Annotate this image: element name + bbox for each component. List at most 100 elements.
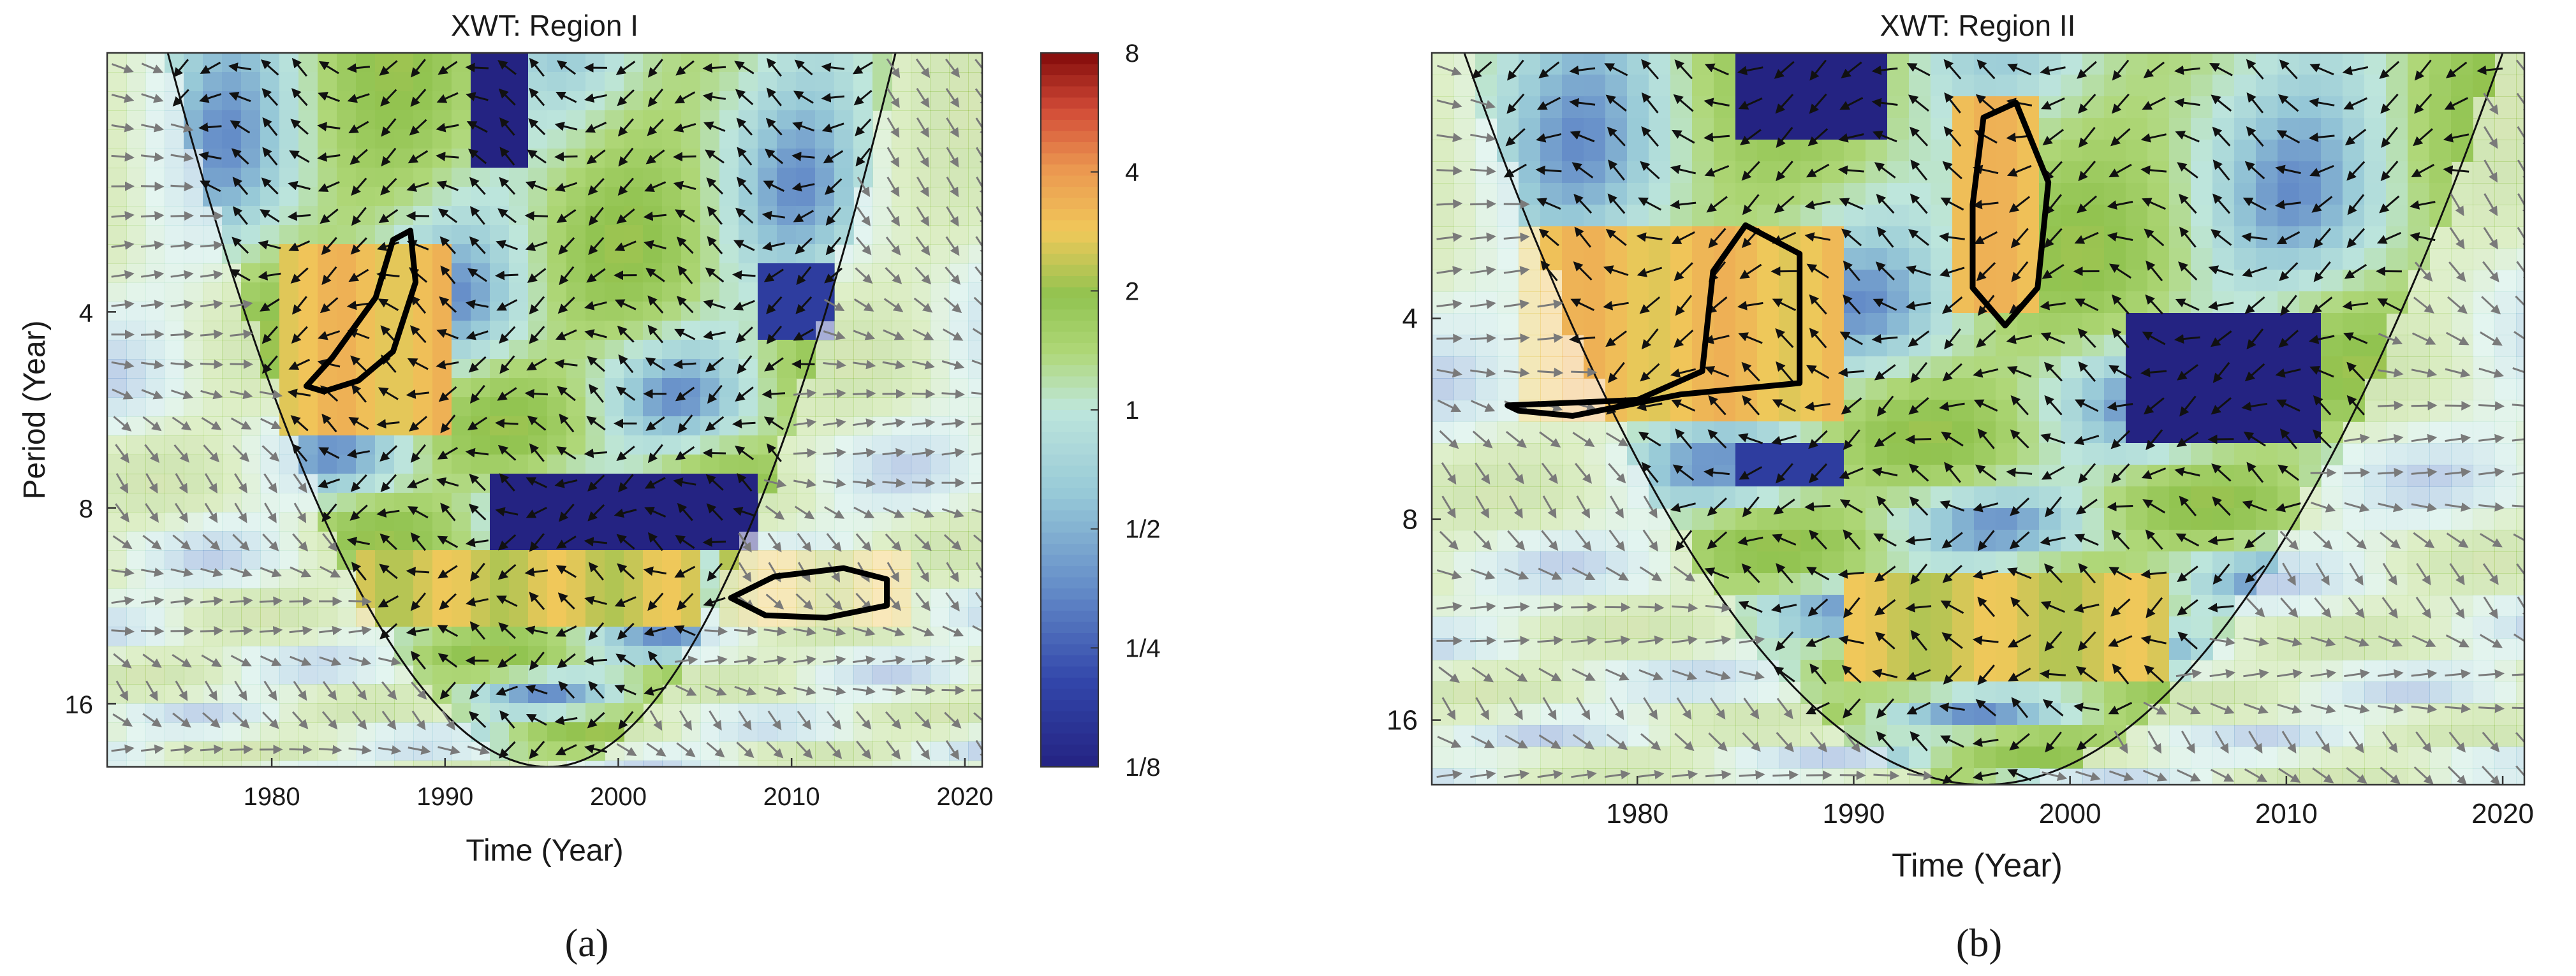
heatmap-cell bbox=[1605, 161, 1628, 184]
heatmap-cell bbox=[1584, 660, 1606, 682]
heatmap-cell bbox=[1497, 96, 1519, 119]
heatmap-cell bbox=[605, 684, 624, 704]
heatmap-cell bbox=[1800, 378, 1823, 400]
heatmap-cell bbox=[739, 474, 758, 493]
heatmap-cell bbox=[394, 397, 414, 417]
heatmap-cell bbox=[1996, 465, 2018, 487]
heatmap-cell bbox=[1887, 248, 1910, 270]
heatmap-cell bbox=[566, 646, 586, 666]
heatmap-cell bbox=[1649, 616, 1671, 639]
heatmap-cell bbox=[184, 550, 203, 570]
heatmap-cell bbox=[1996, 530, 2018, 552]
heatmap-cell bbox=[2429, 443, 2452, 465]
heatmap-cell bbox=[2082, 291, 2105, 314]
colorbar-band bbox=[1041, 175, 1098, 187]
heatmap-cell bbox=[2321, 270, 2343, 292]
heatmap-cell bbox=[1432, 443, 1454, 465]
heatmap-cell bbox=[2234, 465, 2256, 487]
heatmap-cell bbox=[2451, 681, 2473, 704]
heatmap-cell bbox=[2386, 508, 2408, 530]
heatmap-cell bbox=[1996, 53, 2018, 75]
heatmap-cell bbox=[566, 168, 586, 187]
heatmap-cell bbox=[2473, 53, 2495, 75]
heatmap-cell bbox=[2126, 161, 2148, 184]
heatmap-cell bbox=[1519, 313, 1541, 335]
heatmap-cell bbox=[585, 416, 605, 436]
heatmap-cell bbox=[719, 359, 739, 379]
colorbar-band bbox=[1041, 64, 1098, 76]
heatmap-cell bbox=[1779, 725, 1801, 747]
heatmap-cell bbox=[1757, 725, 1779, 747]
heatmap-cell bbox=[700, 72, 720, 92]
heatmap-cell bbox=[834, 340, 854, 360]
heatmap-cell bbox=[2321, 660, 2343, 682]
heatmap-cell bbox=[1562, 508, 1584, 530]
heatmap-cell bbox=[1584, 53, 1606, 75]
heatmap-cell bbox=[1800, 747, 1823, 769]
heatmap-cell bbox=[758, 722, 777, 742]
heatmap-cell bbox=[624, 72, 644, 92]
heatmap-cell bbox=[2169, 616, 2191, 639]
heatmap-cell bbox=[2169, 205, 2191, 227]
heatmap-cell bbox=[2473, 616, 2495, 639]
heatmap-cell bbox=[605, 703, 624, 723]
heatmap-cell bbox=[2364, 335, 2387, 357]
heatmap-cell bbox=[1866, 356, 1888, 379]
heatmap-cell bbox=[911, 703, 931, 723]
heatmap-cell bbox=[2429, 725, 2452, 747]
heatmap-cell bbox=[1822, 140, 1844, 162]
colorbar-band bbox=[1041, 688, 1098, 701]
heatmap-cell bbox=[432, 627, 452, 646]
heatmap-cell bbox=[2039, 747, 2061, 769]
heatmap-cell bbox=[145, 340, 165, 360]
heatmap-cell bbox=[490, 340, 510, 360]
heatmap-cell bbox=[260, 321, 280, 340]
heatmap-cell bbox=[2126, 400, 2148, 422]
heatmap-cell bbox=[126, 72, 146, 92]
heatmap-cell bbox=[2494, 660, 2517, 682]
heatmap-cell bbox=[796, 340, 816, 360]
heatmap-cell bbox=[1735, 400, 1758, 422]
heatmap-cell bbox=[2429, 508, 2452, 530]
heatmap-cell bbox=[2126, 747, 2148, 769]
heatmap-cell bbox=[2386, 183, 2408, 205]
heatmap-cell bbox=[432, 665, 452, 685]
panel-b: XWT: Region II 1980 1990 2000 2010 2020 4816… bbox=[1387, 9, 2534, 965]
heatmap-cell bbox=[1649, 140, 1671, 162]
heatmap-cell bbox=[1519, 465, 1541, 487]
heatmap-cell bbox=[643, 761, 663, 767]
colorbar-bands bbox=[1041, 53, 1098, 768]
heatmap-cell bbox=[2191, 616, 2213, 639]
heatmap-cell bbox=[1887, 768, 1910, 785]
heatmap-cell bbox=[2473, 443, 2495, 465]
heatmap-cell bbox=[1779, 530, 1801, 552]
heatmap-cell bbox=[566, 741, 586, 761]
heatmap-cell bbox=[222, 627, 242, 646]
heatmap-cell bbox=[1475, 313, 1498, 335]
heatmap-cell bbox=[2104, 508, 2126, 530]
heatmap-cell bbox=[145, 512, 165, 532]
heatmap-cell bbox=[375, 512, 395, 532]
heatmap-cell bbox=[777, 493, 797, 513]
heatmap-cell bbox=[1627, 205, 1649, 227]
heatmap-cell bbox=[1974, 248, 1996, 270]
heatmap-cell bbox=[796, 512, 816, 532]
heatmap-cell bbox=[1844, 768, 1866, 785]
heatmap-cell bbox=[432, 91, 452, 111]
heatmap-cell bbox=[490, 359, 510, 379]
heatmap-cell bbox=[432, 741, 452, 761]
heatmap-cell bbox=[107, 340, 127, 360]
heatmap-cell bbox=[1822, 205, 1844, 227]
heatmap-cell bbox=[1974, 660, 1996, 682]
heatmap-cell bbox=[566, 455, 586, 474]
heatmap-cell bbox=[126, 340, 146, 360]
heatmap-cell bbox=[2473, 140, 2495, 162]
heatmap-cell bbox=[949, 149, 969, 168]
heatmap-cell bbox=[2343, 118, 2365, 140]
heatmap-cell bbox=[2429, 768, 2452, 785]
heatmap-cell bbox=[2386, 356, 2408, 379]
heatmap-cell bbox=[1952, 768, 1975, 785]
heatmap-cell bbox=[375, 646, 395, 666]
heatmap-cell bbox=[260, 149, 280, 168]
heatmap-cell bbox=[719, 512, 739, 532]
